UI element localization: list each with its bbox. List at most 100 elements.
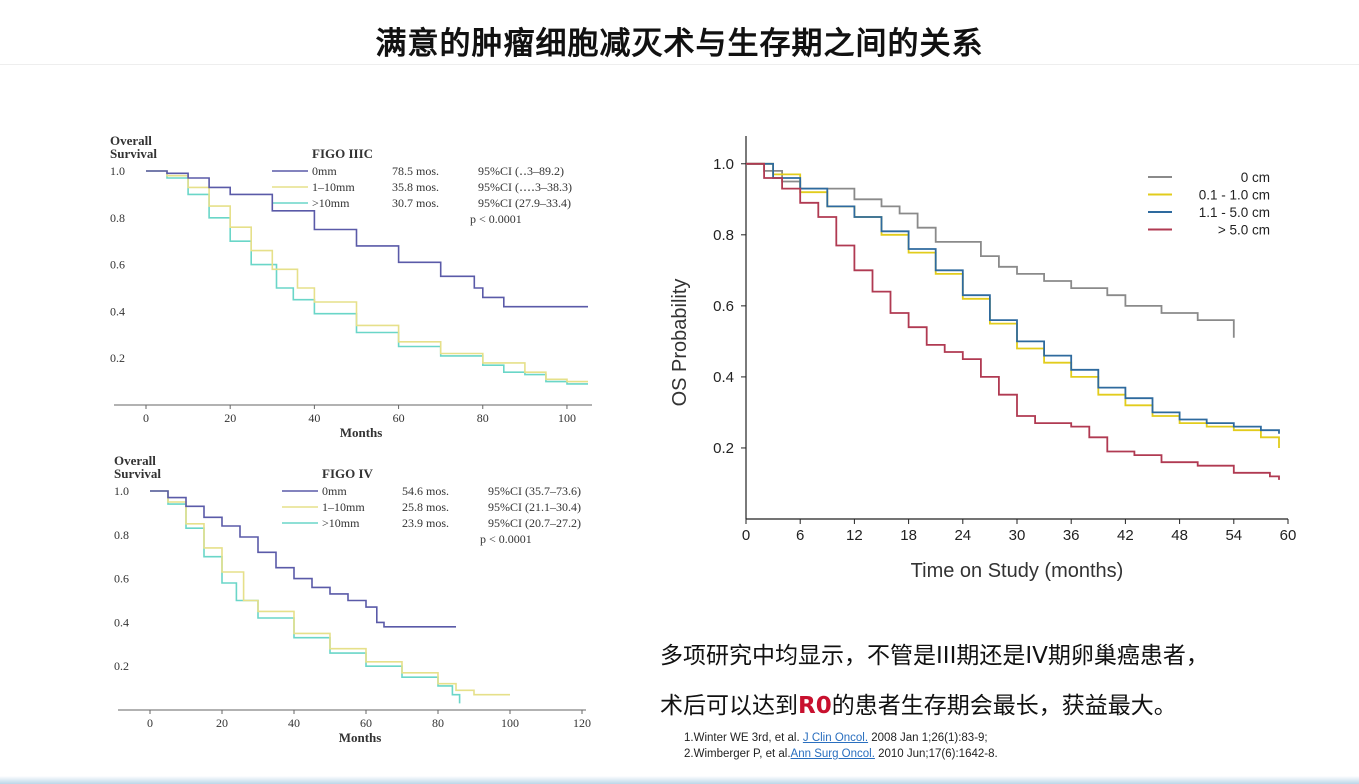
x-axis-label: Months [339, 730, 382, 745]
legend-median: 78.5 mos. [392, 164, 439, 178]
y-tick-label: 0.2 [114, 659, 129, 673]
legend-ci: 95%CI (21.1–30.4) [488, 500, 581, 514]
y-tick-label: 0.4 [114, 615, 129, 629]
reference-item: 2.Wimberger P, et al.Ann Surg Oncol. 201… [684, 746, 998, 762]
legend-ci: 95%CI (‥‥3–38.3) [478, 180, 572, 194]
x-tick-label: 42 [1117, 527, 1134, 544]
legend-ci: 95%CI (35.7–73.6) [488, 484, 581, 498]
x-tick-label: 60 [393, 411, 405, 425]
y-tick-label: 1.0 [713, 156, 734, 173]
legend-ci: 95%CI (‥3–89.2) [478, 164, 564, 178]
y-tick-label: 0.8 [114, 528, 129, 542]
survival-curve-110mm [146, 170, 588, 383]
x-axis-label: Time on Study (months) [911, 560, 1124, 582]
y-tick-label: 0.6 [110, 258, 125, 272]
page-title: 满意的肿瘤细胞减灭术与生存期之间的关系 [375, 26, 984, 62]
x-tick-label: 80 [477, 411, 489, 425]
reference-journal-link[interactable]: J Clin Oncol. [802, 732, 869, 744]
legend-label: 1–10mm [322, 500, 365, 514]
reference-citation: 2010 Jun;17(6):1642-8. [874, 748, 998, 760]
conclusion-line-2: 术后可以达到R0的患者生存期会最长，获益最大。 [660, 686, 1177, 720]
x-tick-label: 100 [558, 411, 576, 425]
reference-citation: 2008 Jan 1;26(1):83-9; [868, 732, 988, 744]
legend-label: 1–10mm [312, 180, 355, 194]
x-tick-label: 12 [846, 527, 863, 544]
conclusion-text-1: 多项研究中均显示，不管是III期还是IV期卵巢癌患者， [660, 643, 1209, 669]
legend-median: 25.8 mos. [402, 500, 449, 514]
x-tick-label: 0 [143, 411, 149, 425]
legend-median: 23.9 mos. [402, 516, 449, 530]
x-tick-label: 100 [501, 716, 519, 730]
x-tick-label: 48 [1171, 527, 1188, 544]
y-tick-label: 0.2 [713, 440, 734, 457]
x-tick-label: 40 [308, 411, 320, 425]
x-tick-label: 54 [1225, 527, 1242, 544]
legend-label: 0mm [312, 164, 337, 178]
references: 1.Winter WE 3rd, et al. J Clin Oncol. 20… [684, 730, 998, 762]
x-tick-label: 0 [742, 527, 750, 544]
legend-median: 54.6 mos. [402, 484, 449, 498]
x-tick-label: 18 [900, 527, 917, 544]
legend-label: 0mm [322, 484, 347, 498]
survival-curve-0mm [146, 170, 588, 308]
y-tick-label: 0.6 [713, 298, 734, 315]
y-tick-label: 1.0 [114, 484, 129, 498]
conclusion-text-2b: 的患者生存期会最长，获益最大。 [831, 693, 1177, 719]
x-tick-label: 6 [796, 527, 804, 544]
survival-curve-0mm [150, 490, 456, 628]
y-axis-label: Survival [110, 146, 157, 161]
reference-journal-link[interactable]: Ann Surg Oncol. [790, 748, 875, 760]
legend-median: 35.8 mos. [392, 180, 439, 194]
y-axis-label: Survival [114, 466, 161, 481]
os-curve-1150cm [746, 162, 1280, 434]
reference-authors: 1.Winter WE 3rd, et al. [684, 732, 803, 744]
y-axis-label: Overall [110, 133, 152, 148]
y-tick-label: 0.4 [110, 304, 125, 318]
x-tick-label: 30 [1009, 527, 1026, 544]
y-tick-label: 0.4 [713, 369, 734, 386]
p-value: p < 0.0001 [470, 212, 522, 226]
x-tick-label: 80 [432, 716, 444, 730]
x-axis-label: Months [340, 425, 383, 440]
legend-label: 1.1 - 5.0 cm [1199, 205, 1270, 220]
y-tick-label: 1.0 [110, 164, 125, 178]
survival-curve-110mm [150, 490, 510, 696]
os-curve-50cm [746, 162, 1280, 480]
legend-label: >10mm [322, 516, 360, 530]
reference-item: 1.Winter WE 3rd, et al. J Clin Oncol. 20… [684, 730, 998, 746]
x-tick-label: 60 [360, 716, 372, 730]
x-tick-label: 36 [1063, 527, 1080, 544]
x-tick-label: 40 [288, 716, 300, 730]
reference-authors: 2.Wimberger P, et al. [684, 748, 791, 760]
x-tick-label: 0 [147, 716, 153, 730]
legend-ci: 95%CI (20.7–27.2) [488, 516, 581, 530]
legend-title: FIGO IV [322, 466, 374, 481]
x-tick-label: 20 [216, 716, 228, 730]
bottom-bar [0, 776, 1359, 784]
x-tick-label: 24 [954, 527, 971, 544]
y-axis-label: OS Probability [669, 279, 691, 407]
legend-label: >10mm [312, 196, 350, 210]
legend-median: 30.7 mos. [392, 196, 439, 210]
y-tick-label: 0.6 [114, 572, 129, 586]
conclusion-text-2a: 术后可以达到 [660, 693, 798, 719]
x-tick-label: 20 [224, 411, 236, 425]
legend-ci: 95%CI (27.9–33.4) [478, 196, 571, 210]
r0-highlight: R0 [798, 693, 832, 719]
y-tick-label: 0.8 [110, 211, 125, 225]
x-tick-label: 120 [573, 716, 591, 730]
p-value: p < 0.0001 [480, 532, 532, 546]
y-axis-label: Overall [114, 453, 156, 468]
legend-title: FIGO IIIC [312, 146, 373, 161]
legend-label: 0.1 - 1.0 cm [1199, 188, 1270, 203]
x-tick-label: 60 [1280, 527, 1297, 544]
legend-label: > 5.0 cm [1218, 223, 1270, 238]
header-divider [0, 64, 1359, 65]
conclusion-line-1: 多项研究中均显示，不管是III期还是IV期卵巢癌患者， [660, 636, 1209, 670]
legend-label: 0 cm [1241, 170, 1270, 185]
y-tick-label: 0.2 [110, 351, 125, 365]
y-tick-label: 0.8 [713, 227, 734, 244]
os-probability-chart: 0.2 0.4 0.6 0.8 1.0 0 6 12 18 24 30 36 42 48 54 60 Time … [669, 136, 1297, 582]
